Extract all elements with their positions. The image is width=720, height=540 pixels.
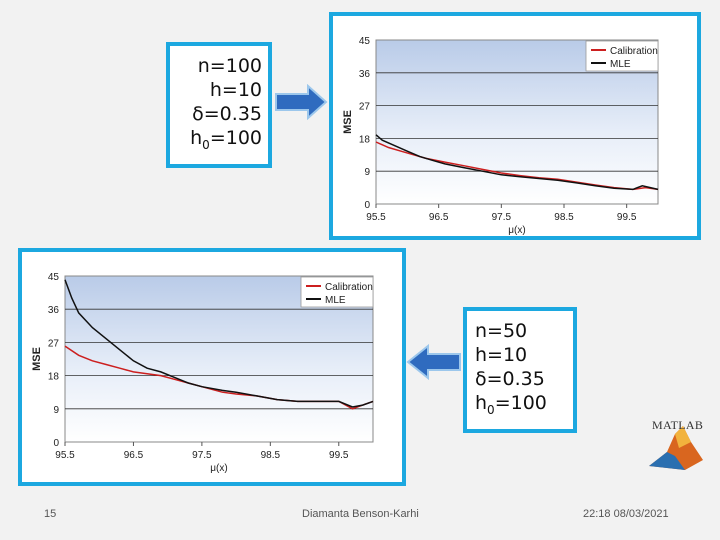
x-axis-label: μ(x) — [508, 225, 525, 236]
x-tick-label: 99.5 — [617, 212, 637, 223]
legend-box — [585, 40, 659, 72]
param-h: h=10 — [475, 344, 528, 366]
y-tick-label: 18 — [359, 134, 371, 145]
params-box-bottom: n=50 h=10 δ=0.35 h0=100 — [463, 307, 577, 433]
legend-label: Calibration — [325, 282, 373, 293]
y-tick-label: 9 — [364, 167, 370, 178]
x-tick-label: 98.5 — [554, 212, 574, 223]
y-tick-label: 0 — [364, 200, 370, 211]
y-tick-label: 36 — [359, 69, 371, 80]
footer-datetime: 22:18 08/03/2021 — [583, 508, 669, 520]
page-number: 15 — [44, 508, 57, 520]
params-box-top: n=100 h=10 δ=0.35 h0=100 — [166, 42, 272, 168]
series-line-mle — [375, 134, 659, 191]
param-n: n=50 — [475, 320, 528, 342]
chart-box-top: 0 9 18 27 36 45 95.5 96.5 97.5 98.5 99.5 MSE μ(x) Cal… — [329, 12, 701, 240]
left-arrow-icon — [406, 344, 461, 380]
param-n: n=100 — [197, 55, 262, 77]
x-tick-label: 98.5 — [261, 450, 281, 461]
param-h0: h0=100 — [475, 392, 547, 417]
param-delta: δ=0.35 — [192, 103, 262, 125]
y-axis-label: MSE — [342, 110, 354, 134]
legend-box — [300, 276, 374, 308]
x-tick-label: 96.5 — [124, 450, 144, 461]
chart-box-bottom: 0 9 18 27 36 45 95.5 96.5 97.5 98.5 99.5 MSE μ(x) Cal… — [18, 248, 406, 486]
x-tick-label: 97.5 — [492, 212, 512, 223]
y-tick-label: 36 — [48, 305, 60, 316]
right-arrow-icon — [275, 84, 328, 120]
y-tick-label: 27 — [359, 102, 371, 113]
x-tick-label: 99.5 — [329, 450, 349, 461]
legend-label: MLE — [325, 295, 346, 306]
matlab-logo-text: MATLAB — [652, 418, 704, 432]
footer-author: Diamanta Benson-Karhi — [302, 508, 419, 520]
y-tick-label: 0 — [53, 438, 59, 449]
param-h0: h0=100 — [190, 127, 262, 152]
x-tick-label: 95.5 — [55, 450, 75, 461]
x-tick-label: 97.5 — [192, 450, 212, 461]
y-tick-label: 9 — [53, 405, 59, 416]
matlab-logo-icon — [645, 412, 707, 476]
y-tick-label: 45 — [359, 36, 371, 47]
y-axis-label: MSE — [31, 347, 43, 371]
param-h: h=10 — [209, 79, 262, 101]
param-delta: δ=0.35 — [475, 368, 545, 390]
legend-label: MLE — [610, 59, 631, 70]
series-line-mle — [64, 279, 374, 408]
x-axis-label: μ(x) — [210, 463, 227, 474]
y-tick-label: 45 — [48, 272, 60, 283]
x-tick-label: 96.5 — [429, 212, 449, 223]
mse-chart-top: 0 9 18 27 36 45 95.5 96.5 97.5 98.5 99.5 MSE μ(x) Cal… — [342, 36, 659, 236]
y-tick-label: 18 — [48, 372, 60, 383]
x-tick-label: 95.5 — [366, 212, 386, 223]
mse-chart-bottom: 0 9 18 27 36 45 95.5 96.5 97.5 98.5 99.5 MSE μ(x) Cal… — [31, 272, 374, 474]
legend-label: Calibration — [610, 46, 658, 57]
y-tick-label: 27 — [48, 338, 60, 349]
